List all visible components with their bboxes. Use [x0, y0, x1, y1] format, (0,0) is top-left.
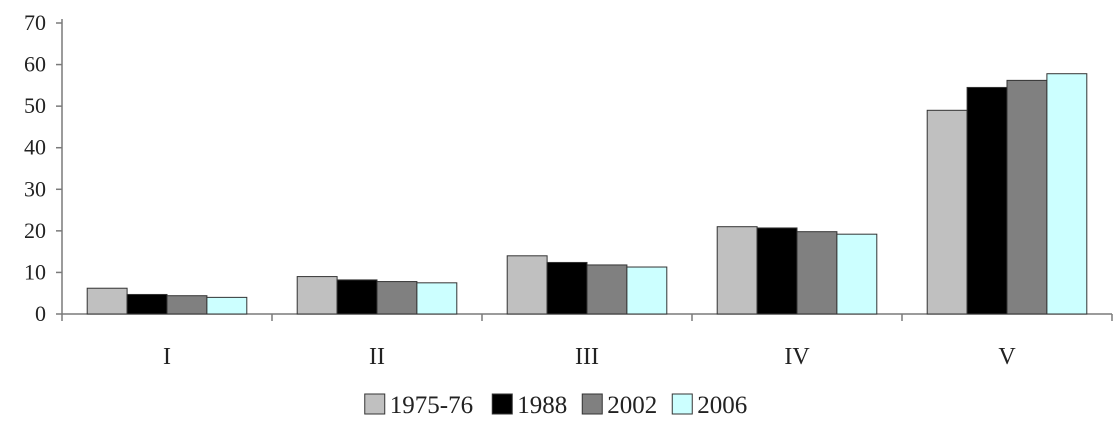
bar-2002-V	[1006, 79, 1048, 315]
bar-2002-II	[376, 281, 418, 315]
bar-1988-I	[126, 293, 168, 315]
y-tick-label: 60	[24, 52, 46, 77]
y-tick-label: 70	[24, 10, 46, 35]
bar-1975-76-V	[926, 109, 968, 315]
legend-swatch-1988	[491, 393, 513, 415]
legend-label: 2002	[607, 392, 657, 419]
bar-2006-III	[626, 266, 668, 315]
x-category-label: V	[998, 344, 1016, 370]
x-category-label: III	[575, 344, 599, 370]
legend-label: 1975-76	[390, 392, 473, 419]
bar-1988-II	[336, 279, 378, 315]
bar-2006-II	[416, 282, 458, 315]
legend-swatch-2002	[581, 393, 603, 415]
x-axis: I II III IV V	[61, 313, 1113, 370]
legend-swatch-1975-76	[364, 393, 386, 415]
y-tick-label: 40	[24, 135, 46, 160]
bar-2002-I	[166, 295, 208, 315]
x-category-label: I	[163, 344, 171, 370]
bar-2002-III	[586, 264, 628, 315]
bar-1975-76-II	[296, 276, 338, 315]
x-category-label: II	[369, 344, 385, 370]
bar-2006-IV	[836, 233, 878, 315]
legend-label: 1988	[517, 392, 567, 419]
bar-1975-76-I	[86, 287, 128, 315]
bar-2006-I	[206, 296, 248, 315]
bar-2006-V	[1046, 73, 1088, 315]
bar-1988-V	[966, 86, 1008, 315]
bar-1988-III	[546, 261, 588, 315]
y-tick-label: 50	[24, 93, 46, 118]
legend-swatch-2006	[671, 393, 693, 415]
y-tick-label: 20	[24, 218, 46, 243]
bar-1975-76-IV	[716, 226, 758, 315]
legend-label: 2006	[697, 392, 747, 419]
x-category-label: IV	[784, 344, 810, 370]
bar-2002-IV	[796, 231, 838, 315]
y-tick-label: 0	[35, 301, 46, 326]
y-axis: 0 10 20 30 40 50 60 70	[24, 10, 63, 326]
bars	[86, 73, 1088, 315]
bar-1975-76-III	[506, 255, 548, 315]
y-tick-label: 10	[24, 259, 46, 284]
legend: 1975-76 1988 2002 2006	[364, 392, 747, 419]
bar-1988-IV	[756, 227, 798, 315]
y-tick-label: 30	[24, 176, 46, 201]
